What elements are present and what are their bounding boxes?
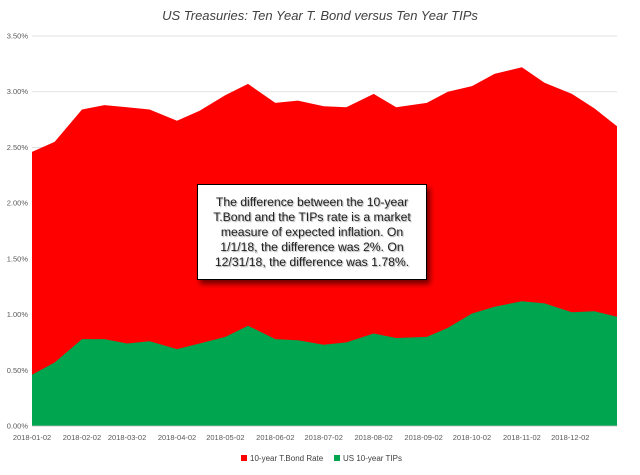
x-tick-label: 2018-10-02 [453,433,491,442]
x-tick-label: 2018-09-02 [404,433,442,442]
legend-label-tips: US 10-year TIPs [343,454,402,463]
y-tick-label: 0.50% [7,366,29,375]
x-tick-label: 2018-06-02 [256,433,294,442]
y-tick-label: 2.00% [7,199,29,208]
legend-label-tbond: 10-year T.Bond Rate [250,454,324,463]
y-tick-label: 1.50% [7,254,29,263]
annotation-text: The difference between the 10-year T.Bon… [213,194,411,269]
legend-swatch-tbond [241,455,247,461]
chart-title: US Treasuries: Ten Year T. Bond versus T… [162,8,478,23]
area-tips [32,301,617,426]
x-tick-label: 2018-01-02 [13,433,51,442]
y-tick-label: 0.00% [7,422,29,431]
x-tick-label: 2018-07-02 [305,433,343,442]
x-tick-label: 2018-05-02 [206,433,244,442]
x-tick-label: 2018-03-02 [108,433,146,442]
y-tick-label: 2.50% [7,143,29,152]
legend-swatch-tips [334,455,340,461]
annotation-box: The difference between the 10-year T.Bon… [197,184,427,280]
x-tick-label: 2018-02-02 [63,433,101,442]
y-tick-label: 3.00% [7,87,29,96]
x-tick-label: 2018-04-02 [158,433,196,442]
y-tick-label: 3.50% [7,32,29,41]
x-tick-label: 2018-11-02 [503,433,541,442]
y-tick-label: 1.00% [7,310,29,319]
x-tick-label: 2018-08-02 [354,433,392,442]
x-tick-label: 2018-12-02 [551,433,589,442]
